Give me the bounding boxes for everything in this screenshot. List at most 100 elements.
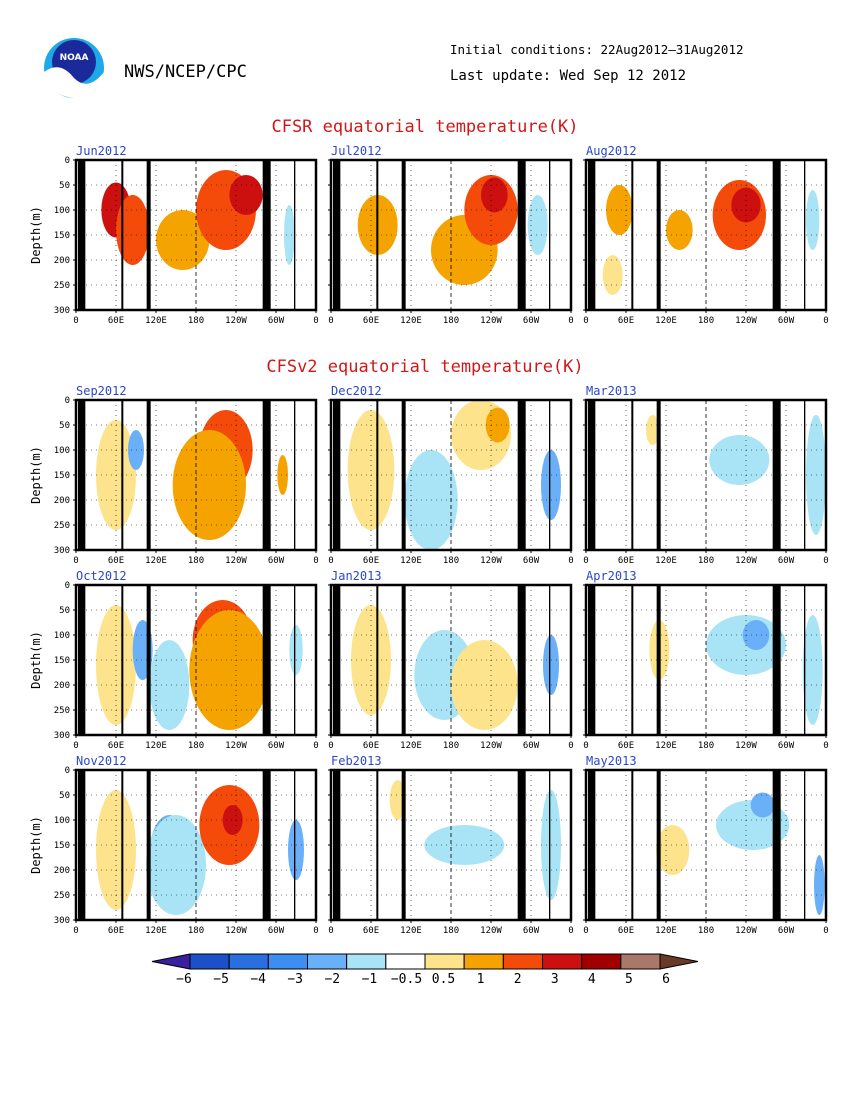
x-tick-label: 60E xyxy=(618,556,634,566)
noaa-logo-text: NOAA xyxy=(60,53,89,63)
y-tick-label: 50 xyxy=(59,421,70,431)
anomaly-aug2012-5 xyxy=(806,190,820,250)
panel-title: Sep2012 xyxy=(76,384,127,398)
land-mask xyxy=(656,770,661,920)
section-title-cfsr: CFSR equatorial temperature(K) xyxy=(271,117,578,137)
land-mask xyxy=(294,400,296,550)
land-mask xyxy=(146,585,151,735)
land-mask xyxy=(631,585,634,735)
x-tick-label: 60W xyxy=(523,316,540,326)
anomaly-jan2013-4 xyxy=(543,635,559,695)
land-mask xyxy=(121,400,124,550)
colorbar-swatch xyxy=(581,953,622,970)
land-mask xyxy=(146,400,151,550)
colorbar-label: −2 xyxy=(324,972,340,987)
anomaly-may2013-3 xyxy=(814,855,825,915)
anomaly-mar2013-0 xyxy=(646,415,660,445)
colorbar-arrow-left xyxy=(151,953,191,970)
land-mask xyxy=(549,585,551,735)
anomaly-aug2012-2 xyxy=(666,210,693,250)
colorbar-swatch xyxy=(463,953,504,970)
colorbar-swatch xyxy=(346,953,387,970)
y-tick-label: 0 xyxy=(65,396,70,406)
colorbar-label: 5 xyxy=(625,972,633,987)
x-tick-label: 0 xyxy=(583,316,588,326)
panel-sep2012: Sep2012 0 60E 120E 180 120W 60W 0 0 50 100 150 200 25… xyxy=(29,384,319,566)
land-mask xyxy=(376,400,379,550)
x-tick-label: 0 xyxy=(73,316,78,326)
x-tick-label: 120W xyxy=(480,741,502,751)
y-tick-label: 150 xyxy=(54,656,70,666)
x-tick-label: 60E xyxy=(618,926,634,936)
x-tick-label: 120E xyxy=(400,926,422,936)
colorbar-swatch xyxy=(424,953,465,970)
x-tick-label: 0 xyxy=(313,926,318,936)
colorbar-swatch xyxy=(385,953,426,970)
x-tick-label: 60W xyxy=(778,556,795,566)
x-tick-label: 120W xyxy=(225,926,247,936)
anomaly-sep2012-4 xyxy=(277,455,288,495)
y-tick-label: 250 xyxy=(54,706,70,716)
anomaly-dec2012-5 xyxy=(541,450,561,520)
x-tick-label: 120E xyxy=(145,316,167,326)
x-tick-label: 0 xyxy=(568,316,573,326)
land-mask xyxy=(631,160,634,310)
x-tick-label: 0 xyxy=(73,926,78,936)
x-tick-label: 60W xyxy=(523,741,540,751)
colorbar-label: 2 xyxy=(514,972,522,987)
y-tick-label: 200 xyxy=(54,866,70,876)
panel-title: Jun2012 xyxy=(76,144,127,158)
panel-dec2012: Dec2012 0 60E 120E 180 120W 60W 0 xyxy=(328,384,574,566)
colorbar-label: −4 xyxy=(250,972,266,987)
x-tick-label: 60W xyxy=(778,316,795,326)
x-tick-label: 0 xyxy=(313,741,318,751)
panel-title: Dec2012 xyxy=(331,384,382,398)
colorbar-label: −6 xyxy=(176,972,192,987)
x-tick-label: 60E xyxy=(618,741,634,751)
x-tick-label: 0 xyxy=(328,556,333,566)
x-tick-label: 120E xyxy=(145,741,167,751)
x-tick-label: 120E xyxy=(145,926,167,936)
land-mask xyxy=(146,160,151,310)
panel-title: Aug2012 xyxy=(586,144,637,158)
x-tick-label: 60E xyxy=(363,741,379,751)
x-tick-label: 180 xyxy=(443,556,459,566)
x-tick-label: 0 xyxy=(568,741,573,751)
anomaly-may2013-2 xyxy=(750,792,775,818)
land-mask xyxy=(401,585,406,735)
x-tick-label: 180 xyxy=(698,556,714,566)
x-tick-label: 60E xyxy=(108,741,124,751)
land-mask xyxy=(376,160,379,310)
x-tick-label: 120E xyxy=(400,556,422,566)
land-mask xyxy=(294,585,296,735)
y-tick-label: 150 xyxy=(54,841,70,851)
x-tick-label: 180 xyxy=(698,926,714,936)
x-tick-label: 0 xyxy=(73,741,78,751)
panel-title: Nov2012 xyxy=(76,754,127,768)
x-tick-label: 0 xyxy=(73,556,78,566)
x-tick-label: 60E xyxy=(108,556,124,566)
y-tick-label: 100 xyxy=(54,631,70,641)
x-tick-label: 180 xyxy=(698,741,714,751)
y-tick-label: 0 xyxy=(65,766,70,776)
panel-mar2013: Mar2013 0 60E 120E 180 120W 60W 0 xyxy=(583,384,829,566)
colorbar-label: −3 xyxy=(287,972,303,987)
x-tick-label: 0 xyxy=(328,741,333,751)
y-tick-label: 50 xyxy=(59,606,70,616)
y-tick-label: 100 xyxy=(54,206,70,216)
panel-jun2012: Jun2012 0 60E 120E 180 120W 60W 0 0 50 100 150 200 25… xyxy=(29,144,319,326)
x-tick-label: 120W xyxy=(225,556,247,566)
anomaly-jul2012-3 xyxy=(481,177,508,213)
anomaly-oct2012-5 xyxy=(289,625,303,675)
colorbar-swatch xyxy=(267,953,309,970)
panel-title: May2013 xyxy=(586,754,637,768)
x-tick-label: 0 xyxy=(313,316,318,326)
anomaly-apr2013-3 xyxy=(802,615,823,725)
y-tick-label: 300 xyxy=(54,731,70,741)
land-mask xyxy=(656,160,661,310)
x-tick-label: 0 xyxy=(823,316,828,326)
x-tick-label: 60W xyxy=(268,741,285,751)
x-tick-label: 60W xyxy=(268,316,285,326)
